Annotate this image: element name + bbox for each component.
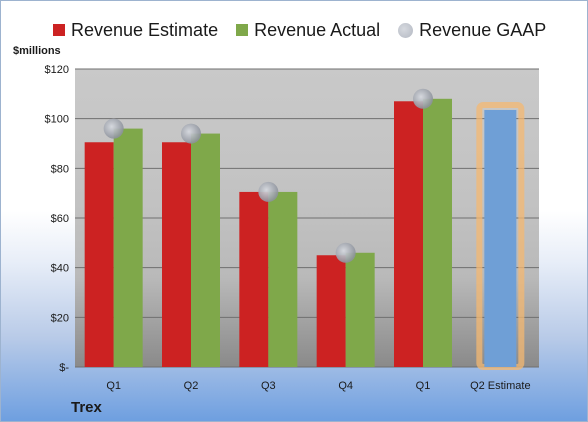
bar-revenue-estimate xyxy=(316,255,346,367)
y-tick-label: $100 xyxy=(45,114,69,126)
bar-revenue-estimate xyxy=(394,101,423,368)
bar-revenue-actual xyxy=(191,133,220,367)
legend-item-revenue-actual: Revenue Actual xyxy=(236,20,380,41)
y-tick-label: $80 xyxy=(51,163,69,175)
legend-item-revenue-estimate: Revenue Estimate xyxy=(53,20,218,41)
bar-revenue-estimate-forecast xyxy=(484,109,517,367)
marker-revenue-gaap xyxy=(413,88,433,109)
legend-swatch-revenue-actual xyxy=(236,24,249,36)
marker-revenue-gaap xyxy=(103,118,124,139)
x-tick-label: Q1 xyxy=(106,380,121,392)
legend-swatch-revenue-estimate xyxy=(53,24,65,36)
bar-revenue-actual xyxy=(113,128,143,367)
y-tick-label: $40 xyxy=(51,263,69,275)
legend-label-revenue-estimate: Revenue Estimate xyxy=(71,19,219,40)
y-tick-label: $60 xyxy=(51,213,69,225)
legend-label-revenue-gaap: Revenue GAAP xyxy=(419,19,547,40)
bar-revenue-estimate xyxy=(162,142,191,367)
x-tick-label: Q2 Estimate xyxy=(470,380,531,392)
y-tick-label: $- xyxy=(59,362,69,374)
marker-revenue-gaap xyxy=(181,123,201,144)
x-tick-label: Q3 xyxy=(261,380,276,392)
y-axis-unit-label: $millions xyxy=(13,45,61,57)
legend: Revenue Estimate Revenue Actual Revenue … xyxy=(53,18,564,42)
marker-revenue-gaap xyxy=(335,242,356,263)
y-tick-label: $20 xyxy=(51,312,69,324)
x-tick-label: Q1 xyxy=(416,380,431,392)
legend-label-revenue-actual: Revenue Actual xyxy=(254,19,381,40)
legend-item-revenue-gaap: Revenue GAAP xyxy=(398,20,546,41)
legend-swatch-revenue-gaap xyxy=(398,22,414,38)
x-tick-label: Q4 xyxy=(338,380,353,392)
bar-revenue-estimate xyxy=(84,142,114,367)
bar-revenue-actual xyxy=(423,98,452,368)
bar-revenue-actual xyxy=(345,252,375,367)
x-tick-label: Q2 xyxy=(184,380,199,392)
y-tick-label: $120 xyxy=(45,64,69,76)
marker-revenue-gaap xyxy=(258,181,279,202)
company-name: Trex xyxy=(71,399,102,416)
bar-revenue-actual xyxy=(268,191,298,367)
bar-revenue-estimate xyxy=(239,191,269,367)
